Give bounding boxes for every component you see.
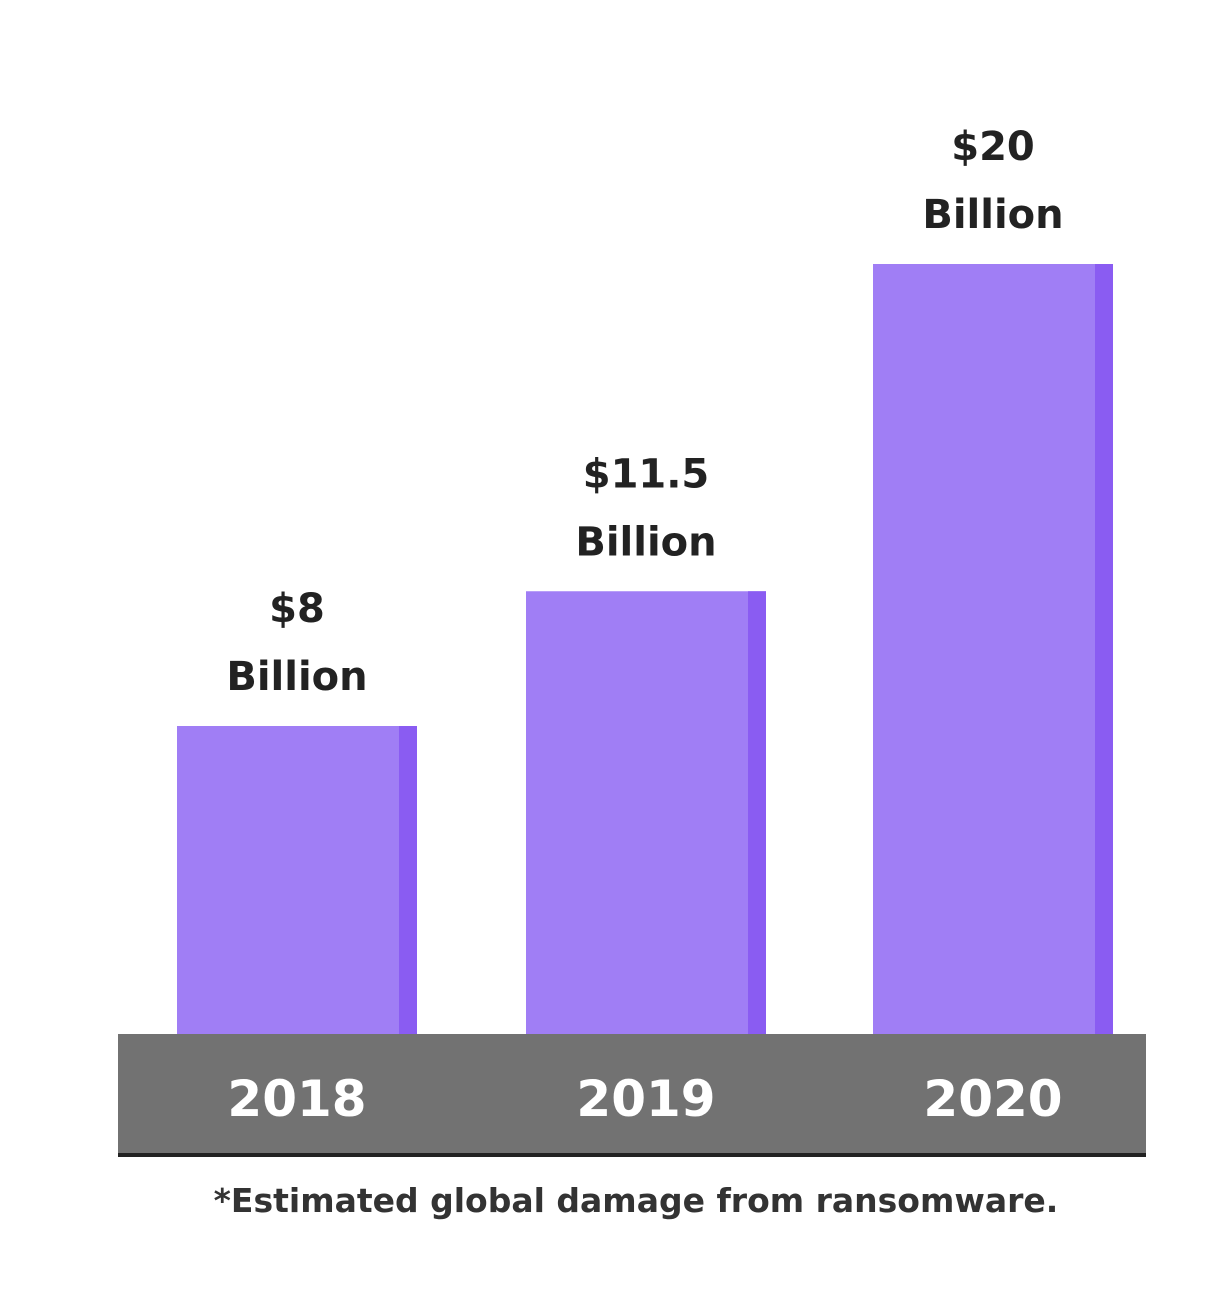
value-label-unit-2018: Billion	[226, 654, 367, 700]
value-labels-group: $8 Billion $11.5 Billion $20 Billion	[226, 124, 1063, 700]
value-label-unit-2019: Billion	[575, 519, 716, 565]
bar-2019	[526, 591, 766, 1034]
value-label-amount-2020: $20	[951, 124, 1035, 170]
bar-2018	[177, 726, 417, 1034]
x-axis-band	[118, 1034, 1146, 1154]
value-label-unit-2020: Billion	[922, 192, 1063, 238]
bars-group	[177, 264, 1113, 1034]
value-label-amount-2018: $8	[269, 586, 325, 632]
bar-edge-2019	[748, 591, 766, 1034]
x-axis-baseline	[118, 1153, 1146, 1157]
x-tick-label-2020: 2020	[923, 1070, 1062, 1128]
footnote: *Estimated global damage from ransomware…	[214, 1181, 1059, 1220]
x-tick-labels-group: 2018 2019 2020	[227, 1070, 1062, 1128]
x-tick-label-2019: 2019	[576, 1070, 715, 1128]
x-tick-label-2018: 2018	[227, 1070, 366, 1128]
bar-edge-2018	[399, 726, 417, 1034]
bar-2020	[873, 264, 1113, 1034]
bar-edge-2020	[1095, 264, 1113, 1034]
value-label-amount-2019: $11.5	[583, 451, 710, 497]
